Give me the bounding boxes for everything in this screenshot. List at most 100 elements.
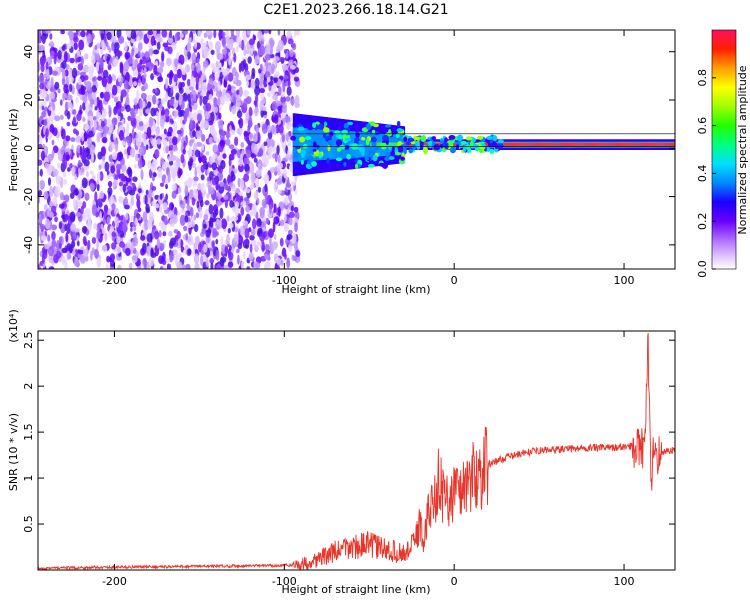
spectrogram-noise-cell	[123, 196, 128, 205]
spectrogram-noise-cell	[38, 264, 41, 269]
spectrogram-noise-cell	[267, 124, 272, 134]
spectrogram-noise-cell	[194, 40, 198, 50]
spectrogram-noise-cell	[284, 196, 289, 206]
spectrogram-band-blob	[339, 144, 346, 150]
spectrogram-noise-cell	[148, 47, 154, 56]
spectrogram-noise-cell	[151, 186, 157, 191]
spectrogram-noise-cell	[249, 234, 255, 241]
spectrogram-noise-cell	[261, 227, 267, 232]
spectrogram-noise-cell	[123, 204, 130, 210]
spectrogram-noise-cell	[285, 154, 290, 160]
spectrogram-noise-cell	[150, 73, 155, 81]
spectrogram-noise-cell	[199, 95, 203, 106]
spectrogram-noise-cell	[182, 249, 187, 255]
spectrogram-noise-cell	[197, 30, 202, 37]
spectrogram-noise-cell	[159, 193, 163, 200]
spectrogram-noise-cell	[150, 247, 154, 256]
spectrogram-noise-cell	[290, 98, 295, 106]
spectrogram-noise-cell	[254, 94, 259, 104]
spectrogram-noise-cell	[222, 69, 228, 77]
spectrogram-band-blob	[372, 154, 378, 162]
spectrogram-noise-cell	[273, 216, 280, 225]
spectrogram-band-blob	[408, 148, 413, 154]
spectrogram-noise-cell	[247, 30, 251, 36]
spectrogram-noise-cell	[171, 130, 176, 138]
spectrogram-noise-cell	[83, 123, 90, 131]
spectrogram-noise-cell	[260, 34, 264, 40]
spectrogram-noise-cell	[200, 255, 204, 267]
spectrogram-noise-cell	[182, 92, 188, 102]
spectrogram-noise-cell	[177, 167, 182, 179]
spectrogram-noise-cell	[74, 228, 80, 233]
colorbar-tick-label: 0.6	[696, 117, 709, 135]
spectrogram-band-blob	[494, 145, 499, 149]
spectrogram-noise-cell	[236, 110, 243, 119]
spectrogram-noise-cell	[209, 170, 214, 181]
spectrogram-noise-cell	[91, 32, 95, 40]
spectrogram-noise-cell	[145, 144, 149, 151]
spectrogram-noise-cell	[172, 175, 176, 183]
spectrogram-noise-cell	[83, 131, 88, 142]
spectrogram-noise-cell	[243, 163, 250, 172]
spectrogram-noise-cell	[176, 129, 182, 135]
spectrogram-noise-cell	[102, 69, 109, 79]
spectrogram-band-blob	[318, 152, 322, 159]
spectrogram-noise-cell	[123, 80, 129, 90]
spectrogram-noise-cell	[229, 125, 232, 131]
colorbar-tick-label: 0.8	[696, 69, 709, 87]
spectrogram-noise-cell	[156, 138, 162, 145]
spectrogram-noise-cell	[169, 69, 174, 80]
spectrogram-noise-cell	[195, 212, 200, 219]
spectrogram-noise-cell	[288, 211, 295, 219]
spectrogram-noise-cell	[233, 90, 237, 98]
spectrogram-noise-cell	[38, 213, 42, 224]
spectrogram-noise-cell	[90, 54, 96, 65]
spectrogram-noise-cell	[47, 211, 54, 218]
spectrogram-noise-cell	[43, 191, 49, 200]
spectrogram-noise-cell	[107, 180, 113, 188]
spectrogram-noise-cell	[289, 49, 294, 58]
spectrogram-noise-cell	[162, 231, 167, 237]
spectrogram-noise-cell	[176, 68, 182, 79]
spectrogram-noise-cell	[97, 76, 103, 81]
spectrogram-noise-cell	[160, 97, 166, 105]
spectrogram-noise-cell	[118, 196, 125, 203]
spectrogram-noise-cell	[238, 62, 242, 73]
spectrogram-noise-cell	[61, 76, 66, 86]
spectrogram-band-blob	[335, 157, 343, 162]
spectrogram-noise-cell	[140, 234, 146, 241]
spectrogram-noise-cell	[51, 205, 57, 214]
spectrogram-noise-cell	[145, 207, 151, 214]
spectrogram-noise-cell	[140, 247, 145, 256]
spectrogram-noise-cell	[161, 51, 165, 62]
spectrogram-noise-cell	[81, 88, 86, 96]
spectrogram-noise-cell	[228, 51, 232, 58]
spectrogram-band-blob	[365, 123, 372, 130]
spectrogram-noise-cell	[295, 249, 301, 258]
spectrogram-noise-cell	[195, 129, 202, 139]
spectrogram-noise-cell	[155, 126, 161, 135]
spectrogram-noise-cell	[179, 199, 184, 205]
spectrogram-noise-cell	[119, 221, 124, 230]
spectrogram-noise-cell	[80, 30, 86, 38]
spectrogram-noise-cell	[112, 133, 116, 141]
spectrogram-noise-cell	[66, 94, 73, 101]
spectrogram-noise-cell	[199, 152, 203, 158]
spectrogram-noise-cell	[186, 195, 190, 208]
spectrogram-noise-cell	[244, 238, 250, 246]
spectrogram-noise-cell	[194, 263, 200, 269]
spectrogram-noise-cell	[140, 169, 144, 181]
colorbar-frame	[711, 29, 737, 270]
spectrogram-noise-cell	[77, 78, 82, 85]
spectrogram-noise-cell	[272, 221, 276, 233]
spectrogram-noise-cell	[216, 218, 220, 225]
spectrogram-noise-cell	[119, 80, 123, 86]
spectrogram-noise-cell	[212, 204, 219, 213]
spectrogram-band-blob	[449, 146, 457, 154]
spectrogram-noise-cell	[143, 82, 148, 90]
spectrogram-noise-cell	[239, 195, 244, 203]
spectrogram-noise-cell	[287, 38, 294, 45]
spectrogram-noise-cell	[272, 94, 278, 101]
spectrogram-band-blob	[359, 147, 366, 153]
spectrogram-noise-cell	[131, 128, 135, 139]
